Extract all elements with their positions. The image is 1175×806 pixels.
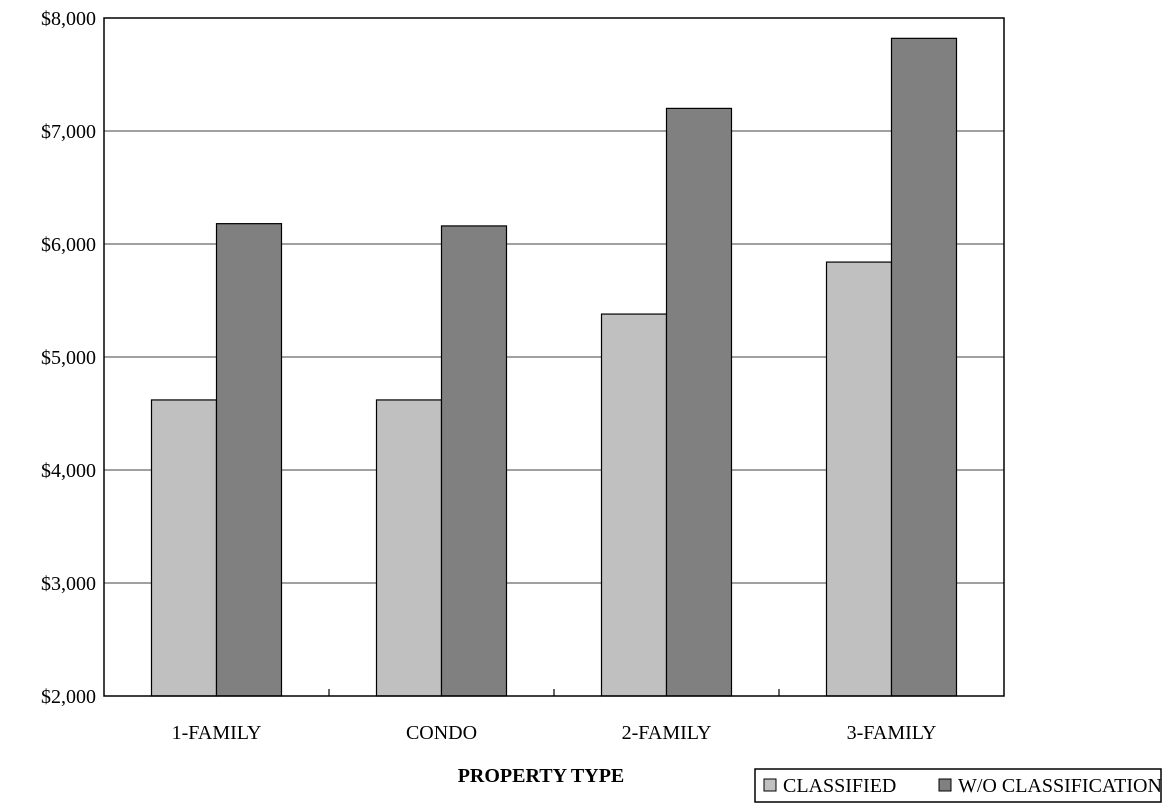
bar-classified-3-family	[825, 261, 893, 697]
bar-w-o-classification-2-family	[665, 107, 733, 697]
x-axis-title: PROPERTY TYPE	[458, 765, 625, 787]
y-tick-label: $4,000	[41, 460, 96, 482]
legend-label-wo-classification: W/O CLASSIFICATION	[958, 775, 1162, 797]
bar-w-o-classification-1-family	[215, 223, 283, 697]
x-axis-tick-labels: 1-FAMILY CONDO 2-FAMILY 3-FAMILY	[172, 722, 937, 744]
legend: CLASSIFIED W/O CLASSIFICATION	[754, 768, 1162, 803]
bar-w-o-classification-3-family	[890, 37, 958, 697]
y-axis-tick-labels: $2,000 $3,000 $4,000 $5,000 $6,000 $7,000 $8,0…	[41, 8, 96, 708]
bar-classified-condo	[375, 399, 443, 697]
legend-label-classified: CLASSIFIED	[783, 775, 896, 797]
bar-classified-2-family	[600, 313, 668, 697]
x-tick-label: 3-FAMILY	[847, 722, 937, 744]
y-tick-label: $7,000	[41, 121, 96, 143]
legend-box	[754, 768, 1162, 803]
bar-w-o-classification-condo	[440, 225, 508, 697]
x-tick-label: CONDO	[406, 722, 477, 744]
y-tick-label: $8,000	[41, 8, 96, 30]
y-tick-label: $2,000	[41, 686, 96, 708]
bar-classified-1-family	[150, 399, 218, 697]
y-tick-label: $6,000	[41, 234, 96, 256]
y-tick-label: $3,000	[41, 573, 96, 595]
category-ticks	[328, 689, 780, 696]
y-tick-label: $5,000	[41, 347, 96, 369]
x-tick-label: 2-FAMILY	[622, 722, 712, 744]
legend-swatch-classified	[763, 778, 777, 792]
legend-swatch-wo-classification	[938, 778, 952, 792]
x-tick-label: 1-FAMILY	[172, 722, 262, 744]
bars	[150, 37, 958, 697]
